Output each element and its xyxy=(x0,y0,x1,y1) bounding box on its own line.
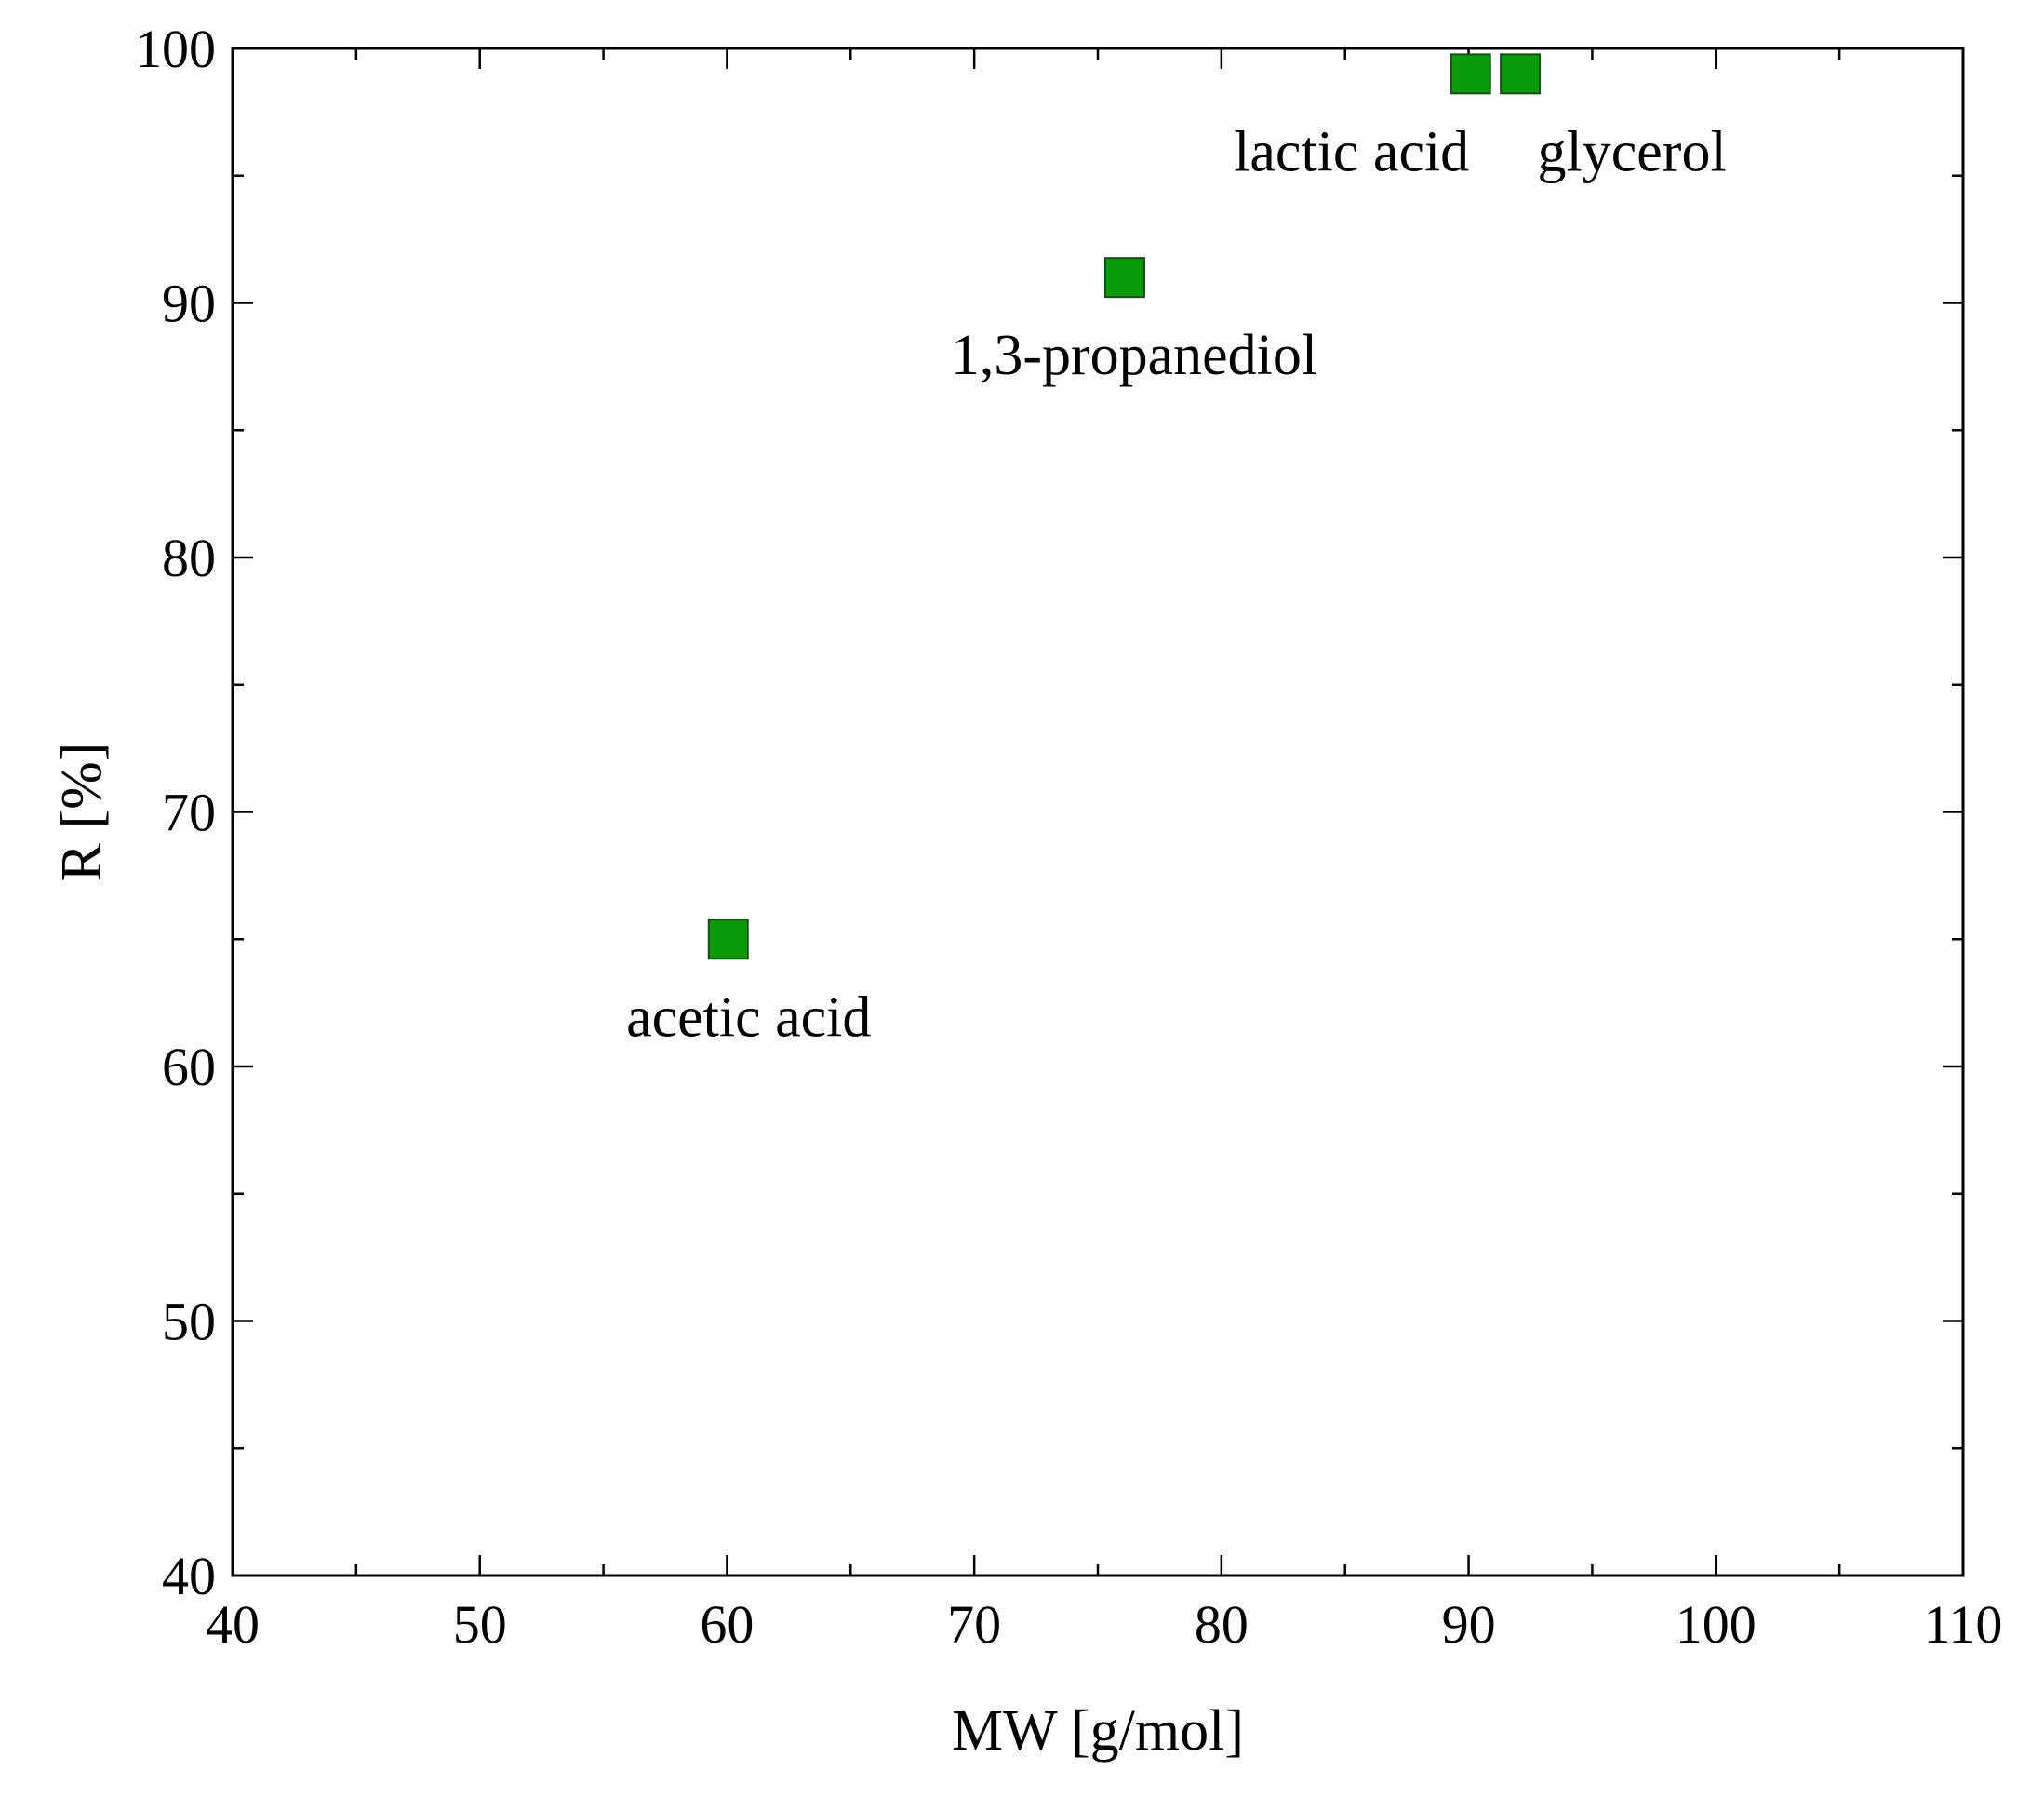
data-points: acetic acid 1,3-propanediol lactic acid gly… xyxy=(626,53,1727,1049)
y-tick-label: 50 xyxy=(162,1292,216,1352)
y-tick-label: 100 xyxy=(135,19,216,79)
plot-frame xyxy=(231,47,1965,1577)
data-point-marker xyxy=(1500,53,1542,95)
data-point-label: lactic acid xyxy=(1234,120,1469,183)
x-tick-label: 40 xyxy=(206,1594,260,1655)
x-tick-label: 60 xyxy=(700,1594,754,1655)
y-tick-label: 90 xyxy=(162,274,216,334)
data-point-marker xyxy=(1450,53,1491,95)
y-tick-label: 80 xyxy=(162,528,216,588)
y-tick-label: 60 xyxy=(162,1037,216,1097)
y-axis-label: R [%] xyxy=(50,743,114,882)
x-axis-label: MW [g/mol] xyxy=(952,1699,1244,1763)
data-point-marker xyxy=(1103,257,1145,299)
x-tick-label: 80 xyxy=(1195,1594,1249,1655)
x-tick-label: 90 xyxy=(1442,1594,1496,1655)
axis-ticks: 40 50 60 70 80 90 100 110 40 50 60 70 80 90 100 xyxy=(135,19,2002,1655)
data-point-marker xyxy=(707,919,749,960)
x-tick-label: 50 xyxy=(453,1594,507,1655)
x-tick-label: 110 xyxy=(1924,1594,2003,1655)
y-tick-label: 70 xyxy=(162,783,216,843)
x-tick-label: 100 xyxy=(1676,1594,1757,1655)
y-tick-label: 40 xyxy=(162,1546,216,1606)
x-tick-label: 70 xyxy=(947,1594,1001,1655)
data-point-label: glycerol xyxy=(1538,120,1727,183)
data-point-label: acetic acid xyxy=(626,986,871,1049)
data-point-label: 1,3-propanediol xyxy=(951,324,1317,387)
